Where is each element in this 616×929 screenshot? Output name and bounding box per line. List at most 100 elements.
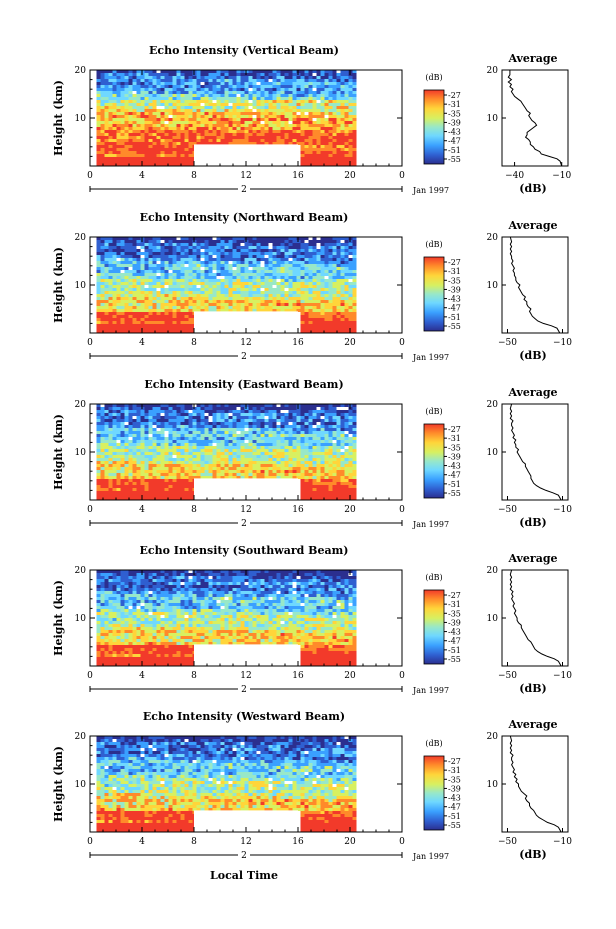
heatmap-cell: [316, 318, 321, 321]
heatmap-cell: [164, 270, 169, 273]
heatmap-cell: [328, 121, 333, 124]
heatmap-cell: [140, 264, 145, 267]
heatmap-cell: [100, 419, 105, 422]
heatmap-cell: [132, 422, 137, 425]
heatmap-cell: [348, 279, 353, 282]
heatmap-cell: [264, 446, 269, 449]
heatmap-cell: [232, 291, 237, 294]
heatmap-cell: [136, 142, 141, 145]
heatmap-cell: [208, 425, 213, 428]
heatmap-cell: [192, 416, 197, 419]
heatmap-cell: [312, 321, 317, 324]
heatmap-cell: [308, 73, 313, 76]
heatmap-cell: [208, 136, 213, 139]
heatmap-cell: [100, 324, 105, 327]
heatmap-cell: [112, 282, 117, 285]
heatmap-cell: [108, 297, 113, 300]
heatmap-cell: [284, 139, 289, 142]
heatmap-cell: [328, 136, 333, 139]
heatmap-cell: [196, 443, 201, 446]
heatmap-cell: [340, 279, 345, 282]
heatmap-cell: [212, 237, 217, 240]
heatmap-cell: [344, 130, 349, 133]
heatmap-cell: [156, 148, 161, 151]
heatmap-cell: [348, 282, 353, 285]
heatmap-cell: [140, 142, 145, 145]
heatmap-cell: [252, 76, 257, 79]
heatmap-cell: [276, 264, 281, 267]
heatmap-cell: [96, 88, 101, 91]
heatmap-cell: [280, 437, 285, 440]
heatmap-cell: [324, 413, 329, 416]
heatmap-cell: [188, 330, 193, 333]
heatmap-cell: [144, 285, 149, 288]
heatmap-cell: [156, 413, 161, 416]
heatmap-cell: [284, 437, 289, 440]
heatmap-cell: [132, 109, 137, 112]
heatmap-cell: [128, 106, 133, 109]
heatmap-cell: [332, 327, 337, 330]
heatmap-cell: [244, 425, 249, 428]
heatmap-cell: [164, 443, 169, 446]
heatmap-cell: [116, 425, 121, 428]
heatmap-cell: [144, 249, 149, 252]
heatmap-cell: [124, 163, 129, 166]
heatmap-cell: [332, 431, 337, 434]
heatmap-cell: [232, 237, 237, 240]
heatmap-cell: [108, 133, 113, 136]
heatmap-cell: [168, 118, 173, 121]
heatmap-cell: [300, 306, 305, 309]
heatmap-cell: [312, 136, 317, 139]
heatmap-cell: [96, 240, 101, 243]
heatmap-cell: [304, 431, 309, 434]
heatmap-cell: [248, 73, 253, 76]
heatmap-cell: [316, 73, 321, 76]
heatmap-cell: [120, 324, 125, 327]
heatmap-cell: [340, 133, 345, 136]
data-gap: [194, 311, 298, 333]
heatmap-cell: [316, 121, 321, 124]
heatmap-cell: [236, 70, 241, 73]
heatmap-cell: [212, 76, 217, 79]
heatmap-cell: [196, 413, 201, 416]
heatmap-cell: [108, 330, 113, 333]
day-label-bg: [238, 351, 250, 361]
heatmap-cell: [112, 288, 117, 291]
average-frame: [501, 236, 569, 334]
heatmap-cell: [148, 249, 153, 252]
heatmap-cell: [220, 419, 225, 422]
heatmap-cell: [180, 404, 185, 407]
heatmap-cell: [320, 151, 325, 154]
heatmap-cell: [228, 255, 233, 258]
heatmap-cell: [308, 312, 313, 315]
heatmap-cell: [272, 237, 277, 240]
heatmap-cell: [348, 273, 353, 276]
heatmap-cell: [152, 321, 157, 324]
heatmap-cell: [156, 82, 161, 85]
heatmap-cell: [180, 115, 185, 118]
heatmap-cell: [312, 100, 317, 103]
heatmap-cell: [332, 443, 337, 446]
heatmap-cell: [232, 419, 237, 422]
heatmap-cell: [292, 261, 297, 264]
heatmap-cell: [324, 237, 329, 240]
heatmap-cell: [160, 315, 165, 318]
heatmap-cell: [164, 410, 169, 413]
heatmap-cell: [164, 79, 169, 82]
heatmap-cell: [112, 112, 117, 115]
heatmap-cell: [152, 255, 157, 258]
heatmap-cell: [296, 142, 301, 145]
heatmap-cell: [344, 413, 349, 416]
heatmap-cell: [136, 103, 141, 106]
heatmap-cell: [140, 428, 145, 431]
heatmap-cell: [236, 106, 241, 109]
heatmap-cell: [156, 285, 161, 288]
heatmap-cell: [144, 315, 149, 318]
heatmap-cell: [256, 97, 261, 100]
heatmap-cell: [336, 109, 341, 112]
heatmap-cell: [180, 288, 185, 291]
heatmap-cell: [292, 425, 297, 428]
heatmap-cell: [136, 148, 141, 151]
heatmap-cell: [132, 300, 137, 303]
heatmap-cell: [192, 276, 197, 279]
